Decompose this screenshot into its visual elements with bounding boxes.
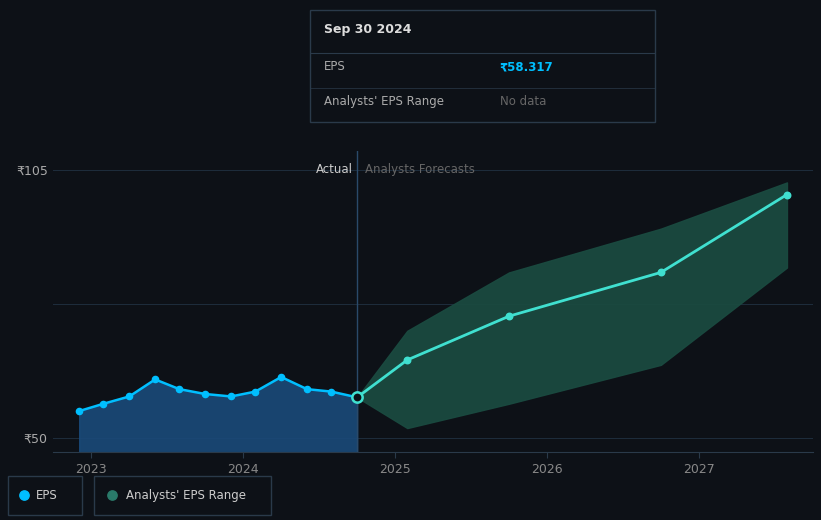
- Point: [781, 190, 794, 199]
- Point: [105, 491, 119, 499]
- Point: [351, 393, 364, 401]
- Point: [18, 491, 31, 499]
- Point: [275, 373, 288, 381]
- Point: [325, 387, 338, 396]
- Point: [224, 392, 237, 400]
- Point: [149, 375, 162, 384]
- Point: [654, 268, 667, 277]
- Text: Analysts' EPS Range: Analysts' EPS Range: [126, 489, 246, 502]
- Point: [401, 356, 414, 364]
- Point: [173, 385, 186, 393]
- Text: Actual: Actual: [315, 163, 352, 176]
- Point: [199, 390, 212, 398]
- Text: No data: No data: [500, 95, 546, 108]
- Text: Analysts' EPS Range: Analysts' EPS Range: [323, 95, 444, 108]
- Point: [502, 312, 516, 320]
- Point: [97, 399, 110, 408]
- Point: [249, 387, 262, 396]
- Point: [72, 407, 85, 415]
- Text: Analysts Forecasts: Analysts Forecasts: [365, 163, 475, 176]
- Text: EPS: EPS: [36, 489, 58, 502]
- Point: [300, 385, 314, 393]
- Text: EPS: EPS: [323, 60, 346, 73]
- Text: ₹58.317: ₹58.317: [500, 60, 553, 73]
- Point: [122, 392, 135, 400]
- Text: Sep 30 2024: Sep 30 2024: [323, 23, 411, 36]
